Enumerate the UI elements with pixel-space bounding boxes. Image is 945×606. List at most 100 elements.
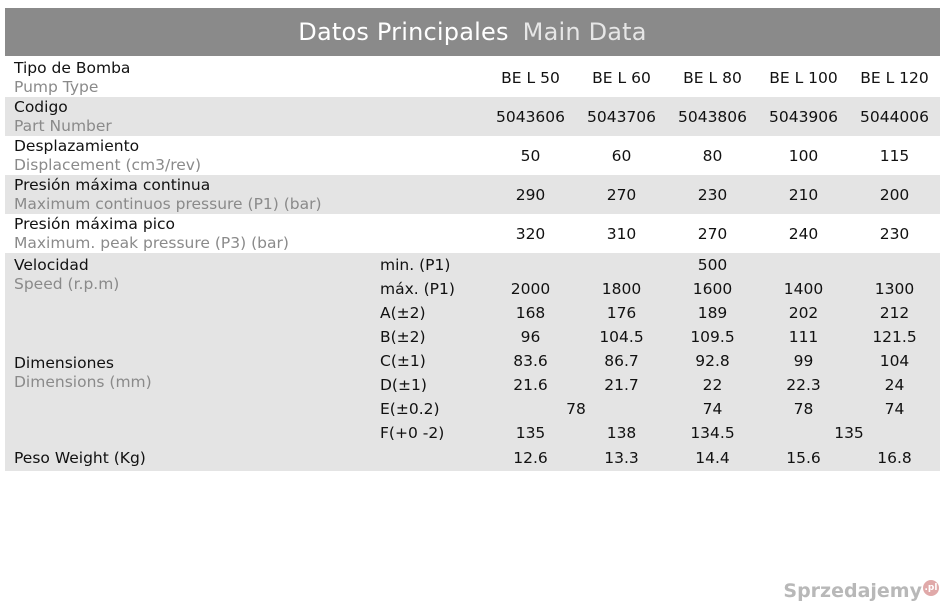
- title-spanish: Datos Principales: [298, 18, 509, 46]
- cell: 92.8: [667, 349, 758, 373]
- label-en: Maximum continuos pressure (P1) (bar): [14, 194, 322, 213]
- label-es: Dimensiones: [14, 354, 115, 372]
- cell: 96: [485, 325, 576, 349]
- cell: 5043806: [667, 97, 758, 136]
- table-row-speed-max: máx. (P1) 2000 1800 1600 1400 1300: [5, 277, 940, 301]
- table-row-displacement: Desplazamiento Displacement (cm3/rev) 50…: [5, 136, 940, 175]
- cell: 5043706: [576, 97, 667, 136]
- cell: 230: [849, 214, 940, 253]
- table-row-dim-f: F(+0 -2) 135 138 134.5 135: [5, 421, 940, 445]
- speed-min-label: min. (P1): [375, 253, 485, 277]
- cell: 1800: [576, 277, 667, 301]
- cell: 2000: [485, 277, 576, 301]
- cell: 200: [849, 175, 940, 214]
- label-es: Presión máxima pico: [14, 214, 176, 233]
- row-label: Tipo de Bomba Pump Type: [5, 58, 485, 97]
- speed-label: Velocidad Speed (r.p.m): [5, 253, 375, 301]
- cell: 104: [849, 349, 940, 373]
- cell: 270: [667, 214, 758, 253]
- cell: 111: [758, 325, 849, 349]
- cell: 135: [758, 421, 940, 445]
- table-row-max-continuous-pressure: Presión máxima continua Maximum continuo…: [5, 175, 940, 214]
- model-header: BE L 120: [849, 58, 940, 97]
- cell: 138: [576, 421, 667, 445]
- dim-label: E(±0.2): [375, 397, 485, 421]
- row-label: Peso Weight (Kg): [5, 445, 485, 471]
- label-en: Speed (r.p.m): [14, 275, 120, 293]
- dim-label: B(±2): [375, 325, 485, 349]
- cell: 310: [576, 214, 667, 253]
- model-header: BE L 100: [758, 58, 849, 97]
- cell: 22.3: [758, 373, 849, 397]
- cell: 5043906: [758, 97, 849, 136]
- table-row-dim-d: D(±1) 21.6 21.7 22 22.3 24: [5, 373, 940, 397]
- cell: 100: [758, 136, 849, 175]
- dim-label: F(+0 -2): [375, 421, 485, 445]
- table-row-dim-b: B(±2) 96 104.5 109.5 111 121.5: [5, 325, 940, 349]
- table-row-weight: Peso Weight (Kg) 12.6 13.3 14.4 15.6 16.…: [5, 445, 940, 471]
- cell: 78: [758, 397, 849, 421]
- table-row-part-number: Codigo Part Number 5043606 5043706 50438…: [5, 97, 940, 136]
- cell: 78: [485, 397, 667, 421]
- cell: 212: [849, 301, 940, 325]
- table-row-pump-type: Tipo de Bomba Pump Type BE L 50 BE L 60 …: [5, 58, 940, 97]
- label-es: Presión máxima continua: [14, 175, 211, 194]
- cell: 290: [485, 175, 576, 214]
- cell: 210: [758, 175, 849, 214]
- cell: 15.6: [758, 445, 849, 471]
- table-row-speed-min: Velocidad Speed (r.p.m) min. (P1) 500: [5, 253, 940, 301]
- row-label: Codigo Part Number: [5, 97, 485, 136]
- cell: 134.5: [667, 421, 758, 445]
- cell: 12.6: [485, 445, 576, 471]
- table-row-dim-a: Dimensiones Dimensions (mm) A(±2) 168 17…: [5, 301, 940, 445]
- cell: 16.8: [849, 445, 940, 471]
- label-en: Maximum. peak pressure (P3) (bar): [14, 233, 289, 252]
- label-es: Desplazamiento: [14, 136, 140, 155]
- cell: 13.3: [576, 445, 667, 471]
- label-en: Pump Type: [14, 77, 99, 96]
- dim-label: D(±1): [375, 373, 485, 397]
- speed-max-label: máx. (P1): [375, 277, 485, 301]
- label-es: Peso Weight (Kg): [14, 448, 146, 467]
- dimensions-label: Dimensiones Dimensions (mm): [5, 301, 375, 445]
- cell: 135: [485, 421, 576, 445]
- cell: 121.5: [849, 325, 940, 349]
- table-row-max-peak-pressure: Presión máxima pico Maximum. peak pressu…: [5, 214, 940, 253]
- row-label: Presión máxima pico Maximum. peak pressu…: [5, 214, 485, 253]
- cell: 270: [576, 175, 667, 214]
- cell: 1300: [849, 277, 940, 301]
- speed-min-value: 500: [485, 253, 940, 277]
- cell: 202: [758, 301, 849, 325]
- cell: 74: [849, 397, 940, 421]
- watermark-logo: Sprzedajemy .pl: [783, 580, 939, 602]
- label-en: Dimensions (mm): [14, 373, 152, 391]
- cell: 240: [758, 214, 849, 253]
- cell: 5044006: [849, 97, 940, 136]
- cell: 168: [485, 301, 576, 325]
- cell: 230: [667, 175, 758, 214]
- title-bar: Datos Principales Main Data: [5, 8, 940, 56]
- watermark-badge: .pl: [923, 580, 939, 596]
- row-label: Desplazamiento Displacement (cm3/rev): [5, 136, 485, 175]
- cell: 176: [576, 301, 667, 325]
- cell: 109.5: [667, 325, 758, 349]
- cell: 1600: [667, 277, 758, 301]
- label-es: Codigo: [14, 97, 68, 116]
- cell: 24: [849, 373, 940, 397]
- title-english: Main Data: [522, 18, 647, 46]
- model-header: BE L 80: [667, 58, 758, 97]
- cell: 320: [485, 214, 576, 253]
- row-label: Presión máxima continua Maximum continuo…: [5, 175, 485, 214]
- model-header: BE L 60: [576, 58, 667, 97]
- model-header: BE L 50: [485, 58, 576, 97]
- dim-label: A(±2): [375, 301, 485, 325]
- cell: 22: [667, 373, 758, 397]
- cell: 99: [758, 349, 849, 373]
- cell: 21.7: [576, 373, 667, 397]
- cell: 5043606: [485, 97, 576, 136]
- cell: 80: [667, 136, 758, 175]
- main-data-table: Tipo de Bomba Pump Type BE L 50 BE L 60 …: [5, 58, 940, 471]
- cell: 189: [667, 301, 758, 325]
- cell: 1400: [758, 277, 849, 301]
- cell: 104.5: [576, 325, 667, 349]
